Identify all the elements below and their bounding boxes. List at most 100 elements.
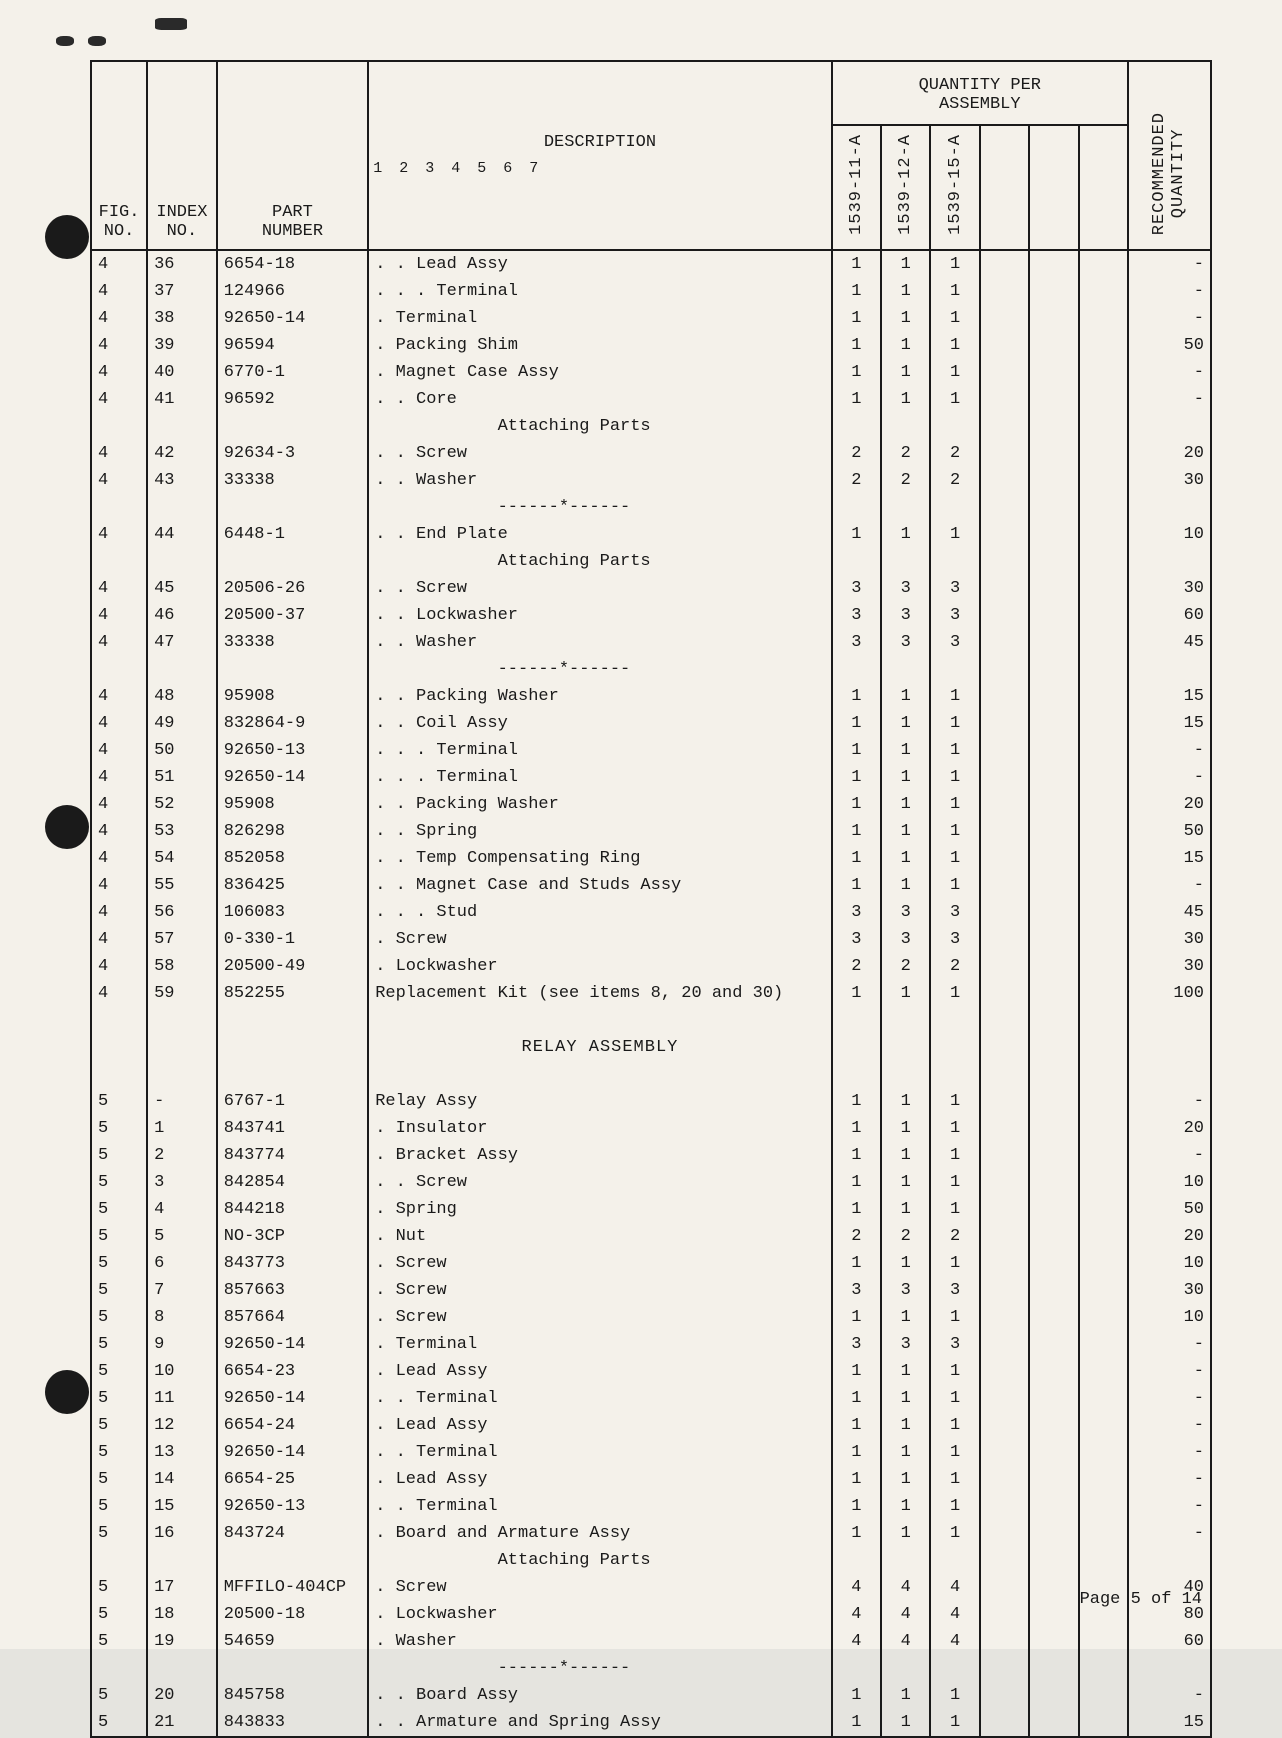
table-cell: . . Lockwasher [368,602,832,629]
table-cell: 30 [1128,467,1211,494]
table-cell: 1 [881,1304,930,1331]
table-cell [1029,764,1078,791]
table-cell: 4 [91,629,147,656]
table-cell: 50 [1128,1196,1211,1223]
table-cell: 1 [832,1493,881,1520]
table-cell: 20500-18 [217,1601,369,1628]
table-cell: 92650-14 [217,1331,369,1358]
table-cell: 3 [881,899,930,926]
table-cell [1128,548,1211,575]
table-row: 45092650-13. . . Terminal111- [91,737,1211,764]
table-cell: 4 [91,250,147,278]
table-cell: 30 [1128,575,1211,602]
table-cell: 1 [832,737,881,764]
table-cell: 4 [91,980,147,1007]
table-row: 43892650-14. Terminal111- [91,305,1211,332]
table-row: 51592650-13. . Terminal111- [91,1493,1211,1520]
table-cell: NO-3CP [217,1223,369,1250]
table-cell: 843773 [217,1250,369,1277]
table-cell [1079,683,1128,710]
table-cell [832,548,881,575]
table-cell [1079,1412,1128,1439]
table-cell [980,1682,1029,1709]
table-cell [147,1655,217,1682]
table-cell: 60 [1128,1628,1211,1655]
table-cell: - [1128,1439,1211,1466]
table-row: 454852058. . Temp Compensating Ring11115 [91,845,1211,872]
table-cell: . . Terminal [368,1385,832,1412]
table-cell [1079,926,1128,953]
table-cell: . Screw [368,1277,832,1304]
table-cell [930,1034,979,1061]
table-cell [881,1034,930,1061]
table-cell: 1 [881,1493,930,1520]
table-cell [147,494,217,521]
table-cell: 1 [832,1385,881,1412]
table-cell: 4 [91,332,147,359]
table-cell: 1 [930,1250,979,1277]
table-cell: 43 [147,467,217,494]
table-cell: 37 [147,278,217,305]
table-cell: 3 [832,575,881,602]
header-text: PART NUMBER [262,203,323,241]
table-cell: 3 [832,926,881,953]
table-cell [91,413,147,440]
table-cell: 1 [930,1520,979,1547]
table-cell: 2 [832,953,881,980]
table-cell: 12 [147,1412,217,1439]
table-cell [980,1547,1029,1574]
table-cell: 10 [147,1358,217,1385]
table-cell: 1 [832,1358,881,1385]
table-cell: 4 [91,602,147,629]
table-cell: 1 [832,1250,881,1277]
table-cell [1079,845,1128,872]
table-cell: 59 [147,980,217,1007]
table-cell [217,656,369,683]
table-cell: . . Screw [368,1169,832,1196]
table-cell: 1 [832,1709,881,1737]
table-cell: 1 [832,1142,881,1169]
table-cell [1029,1115,1078,1142]
col-header-qty: 1539-15-A [930,125,979,250]
table-cell [832,494,881,521]
header-text: FIG. NO. [99,203,140,241]
table-cell [930,1061,979,1088]
table-cell: . Screw [368,1250,832,1277]
table-cell: 1 [881,845,930,872]
parts-table: FIG. NO. INDEX NO. PART NUMBER DESCRIPTI… [90,60,1212,1738]
table-cell: 4 [91,791,147,818]
table-cell [881,1007,930,1034]
table-cell [1029,953,1078,980]
table-cell [1029,1277,1078,1304]
table-cell: 42 [147,440,217,467]
table-cell [980,1115,1029,1142]
table-cell: 1 [881,1385,930,1412]
table-cell [980,764,1029,791]
table-cell: 5 [91,1682,147,1709]
table-cell [1079,1088,1128,1115]
table-cell: 14 [147,1466,217,1493]
table-cell: 15 [147,1493,217,1520]
table-cell: 8 [147,1304,217,1331]
table-cell: . Magnet Case Assy [368,359,832,386]
table-cell [1079,1223,1128,1250]
table-cell: 1 [832,278,881,305]
table-cell [980,332,1029,359]
table-cell: 44 [147,521,217,548]
table-row: ------*------ [91,1655,1211,1682]
table-cell: 2 [881,953,930,980]
table-cell: 1 [930,1493,979,1520]
table-cell: 20 [1128,1115,1211,1142]
header-text: DESCRIPTION [373,133,827,152]
table-cell: 1 [881,250,930,278]
table-cell [1128,1007,1211,1034]
table-row: 44733338. . Washer33345 [91,629,1211,656]
table-cell: 5 [91,1304,147,1331]
table-cell: 3 [930,575,979,602]
table-cell [1079,1358,1128,1385]
table-cell: 1 [930,386,979,413]
table-cell [1029,1385,1078,1412]
table-cell: 50 [1128,332,1211,359]
table-row: 44292634-3. . Screw22220 [91,440,1211,467]
table-cell: 45 [147,575,217,602]
